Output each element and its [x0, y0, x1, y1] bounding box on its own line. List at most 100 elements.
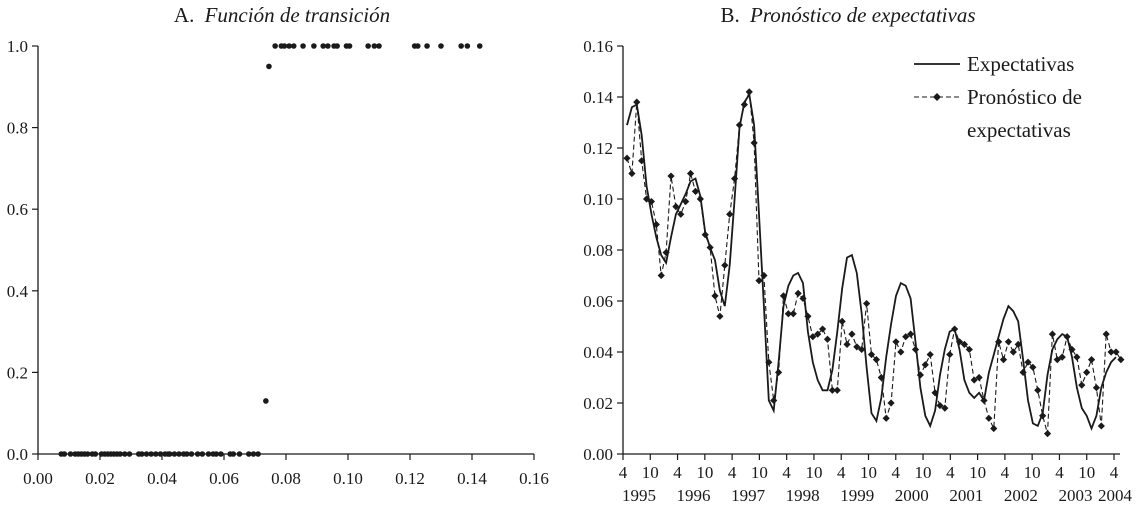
forecast-marker: [1107, 348, 1115, 356]
chart-b-legend: Expectativas Pronóstico de expectativas: [914, 52, 1082, 142]
scatter-point: [148, 451, 154, 457]
forecast-marker: [926, 350, 934, 359]
forecast-marker: [823, 335, 832, 343]
scatter-point: [139, 451, 145, 457]
chart-a-y-tick-label: 0.8: [7, 119, 28, 138]
forecast-marker: [721, 261, 729, 269]
chart-b-x-tick-year: 1997: [731, 486, 766, 505]
forecast-marker: [1004, 338, 1013, 346]
scatter-point: [61, 451, 68, 457]
forecast-marker: [863, 299, 871, 308]
scatter-point: [218, 451, 224, 457]
chart-b-y-tick-label: 0.04: [583, 343, 613, 362]
forecast-marker: [999, 356, 1008, 364]
scatter-point: [122, 451, 128, 457]
chart-b-x-tick-month: 10: [915, 463, 932, 482]
chart-b-y-tick-label: 0.10: [583, 190, 613, 209]
forecast-marker: [672, 203, 680, 211]
chart-b-y-tick-label: 0.02: [583, 394, 613, 413]
chart-a-x-tick-label: 0.00: [23, 469, 53, 488]
forecast-marker: [1014, 340, 1022, 348]
forecast-marker: [779, 292, 788, 300]
forecast-marker: [1053, 356, 1061, 364]
scatter-point: [365, 43, 371, 49]
forecast-marker: [667, 172, 675, 180]
chart-b-x-tick-month: 4: [1055, 463, 1064, 482]
scatter-point: [205, 451, 212, 457]
forecast-marker: [1097, 422, 1105, 430]
scatter-point: [84, 451, 91, 457]
forecast-marker: [760, 271, 768, 280]
scatter-point: [92, 451, 99, 457]
chart-b-x-tick-month: 4: [782, 463, 791, 482]
forecast-marker: [946, 350, 954, 359]
scatter-point: [476, 43, 483, 49]
chart-a-y-tick-label: 0.4: [7, 282, 29, 301]
forecast-marker: [1102, 330, 1110, 338]
scatter-point: [213, 451, 220, 457]
chart-b-x-tick-year: 2000: [895, 486, 929, 505]
forecast-marker: [951, 325, 959, 333]
forecast-marker: [877, 373, 885, 382]
forecast-marker: [892, 338, 900, 346]
forecast-marker: [1087, 356, 1096, 364]
forecast-marker: [1048, 330, 1057, 338]
forecast-marker: [1043, 430, 1052, 438]
chart-a-x-ticks: 0.00 0.02 0.04 0.06 0.08 0.10 0.12 0.14 0.16: [23, 454, 549, 488]
forecast-marker: [990, 424, 998, 433]
forecast-marker: [686, 169, 695, 178]
forecast-marker: [652, 220, 660, 229]
scatter-point: [67, 451, 74, 457]
forecast-marker: [677, 210, 685, 218]
chart-b-title-prefix: B.: [721, 3, 740, 27]
forecast-marker: [770, 396, 778, 405]
forecast-marker: [985, 414, 993, 422]
scatter-point: [143, 451, 150, 457]
scatter-point: [281, 43, 288, 49]
forecast-marker: [955, 338, 964, 346]
forecast-marker: [682, 197, 690, 206]
chart-a-title: A. Función de transición: [174, 3, 390, 27]
forecast-marker: [867, 350, 876, 359]
scatter-point: [272, 43, 278, 49]
chart-b-x-ticks: 4 10 4 10 4 10 4 10 4 10 4 10 4 10 4 10 4 10 4 1995 1996 1997…: [619, 454, 1133, 505]
chart-b-x-tick-year: 2001: [949, 486, 983, 505]
legend-marker-diamond: [933, 93, 941, 101]
forecast-marker: [960, 340, 969, 348]
chart-b-x-tick-month: 4: [1001, 463, 1010, 482]
chart-b-x-tick-month: 4: [837, 463, 846, 482]
forecast-marker: [931, 389, 939, 397]
scatter-point: [346, 43, 353, 49]
scatter-point: [286, 43, 292, 49]
forecast-marker: [907, 330, 915, 338]
scatter-point: [157, 451, 164, 457]
chart-b-x-tick-month: 4: [728, 463, 737, 482]
chart-b-x-tick-month: 10: [1078, 463, 1095, 482]
forecast-marker: [911, 345, 920, 354]
forecast-marker: [750, 139, 758, 147]
scatter-point: [246, 451, 252, 457]
forecast-marker: [711, 292, 719, 300]
forecast-marker: [882, 414, 890, 422]
chart-b-expectations-forecast: B. Pronóstico de expectativas 0.000.020.…: [583, 3, 1132, 505]
scatter-point: [236, 451, 243, 457]
forecast-marker: [887, 399, 895, 407]
forecast-marker: [1068, 345, 1076, 354]
chart-b-x-tick-year: 1996: [677, 486, 711, 505]
series-line-expectativas: [626, 92, 1117, 432]
chart-b-y-tick-label: 0.08: [583, 241, 613, 260]
chart-b-x-tick-month: 10: [805, 463, 822, 482]
chart-a-points: [58, 43, 483, 457]
forecast-marker: [638, 157, 646, 165]
chart-b-y-tick-label: 0.16: [583, 37, 613, 56]
scatter-point: [311, 43, 317, 49]
forecast-marker: [633, 98, 641, 106]
forecast-marker: [774, 368, 783, 376]
chart-b-x-tick-year: 1999: [840, 486, 874, 505]
scatter-point: [334, 43, 340, 49]
scatter-point: [153, 451, 159, 457]
forecast-marker: [1039, 412, 1047, 420]
scatter-point: [250, 451, 257, 457]
forecast-marker: [696, 195, 704, 203]
scatter-point: [263, 398, 269, 404]
